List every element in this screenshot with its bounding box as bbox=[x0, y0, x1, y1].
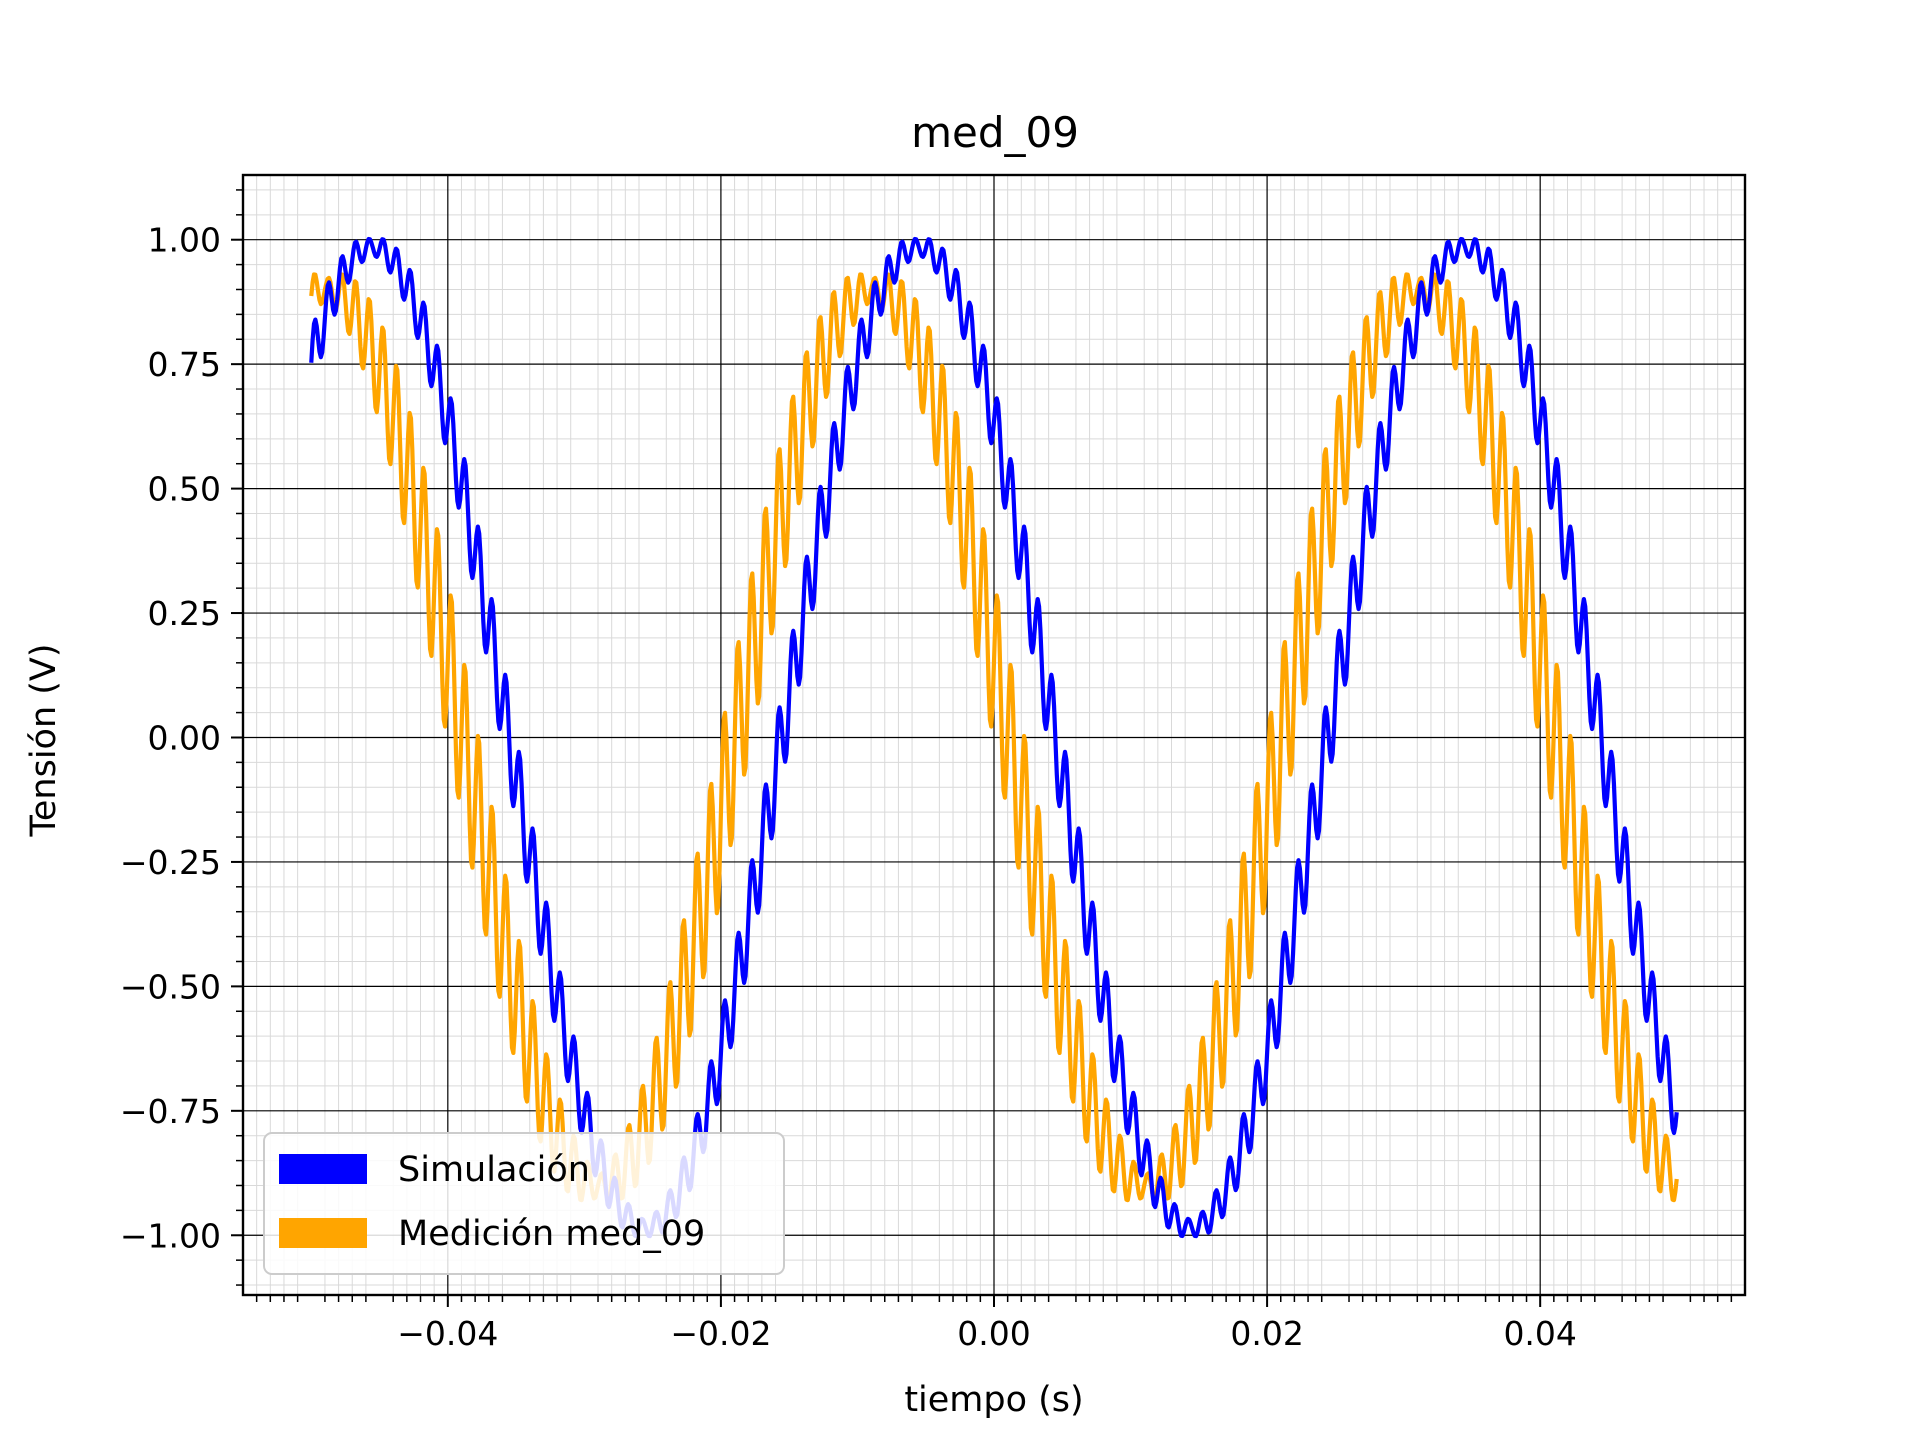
x-tick-label: 0.02 bbox=[1230, 1314, 1303, 1353]
legend-swatch-medicion bbox=[279, 1218, 367, 1248]
legend-label-simulacion: Simulación bbox=[398, 1150, 590, 1190]
series-layer bbox=[309, 236, 1679, 1239]
major-grid bbox=[243, 175, 1745, 1295]
x-tick-label: 0.04 bbox=[1503, 1314, 1576, 1353]
legend-swatch-simulacion bbox=[279, 1154, 367, 1184]
y-tick-label: −0.75 bbox=[120, 1092, 221, 1131]
y-tick-label: −0.25 bbox=[120, 843, 221, 882]
y-tick-label: 1.00 bbox=[148, 221, 221, 260]
y-tick-label: 0.50 bbox=[148, 470, 221, 509]
legend-box bbox=[263, 1132, 785, 1275]
y-tick-label: 0.00 bbox=[148, 718, 221, 757]
series-line-medicion bbox=[309, 272, 1679, 1203]
plot-frame bbox=[241, 173, 1747, 1297]
series-line-simulacion bbox=[309, 236, 1679, 1239]
legend-label-medicion: Medición med_09 bbox=[398, 1214, 705, 1254]
x-tick-label: −0.04 bbox=[397, 1314, 498, 1353]
chart-title: med_09 bbox=[911, 108, 1079, 157]
y-tick-label: −1.00 bbox=[120, 1216, 221, 1255]
x-axis-label: tiempo (s) bbox=[904, 1380, 1083, 1420]
y-tick-label: 0.25 bbox=[148, 594, 221, 633]
x-tick-label: −0.02 bbox=[670, 1314, 771, 1353]
y-tick-label: −0.50 bbox=[120, 967, 221, 1006]
legend: Simulación Medición med_09 bbox=[263, 1132, 785, 1275]
y-tick-label: 0.75 bbox=[148, 345, 221, 384]
axis-ticks: −0.04 −0.02 0.00 0.02 0.04 1.00 0.75 0.50 0.25 0.… bbox=[120, 189, 1733, 1353]
y-axis-label: Tensión (V) bbox=[24, 643, 64, 837]
x-tick-label: 0.00 bbox=[957, 1314, 1030, 1353]
